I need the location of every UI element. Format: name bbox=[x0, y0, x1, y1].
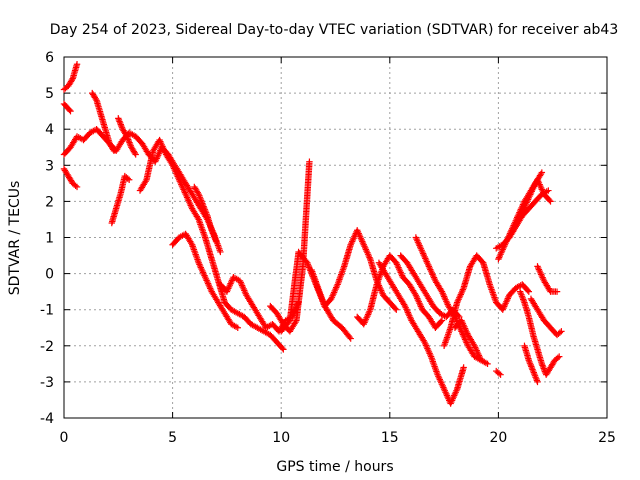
data-trail bbox=[170, 231, 240, 330]
axis-ticks: 0 5 10 15 20 25 -4 -3 -2 -1 0 1 2 3 4 5 6 bbox=[40, 50, 616, 446]
data-trail bbox=[309, 228, 399, 312]
satellite-track-2 bbox=[60, 100, 74, 115]
satellite-track-26 bbox=[534, 263, 561, 295]
data-trail bbox=[494, 369, 503, 377]
satellite-track-5 bbox=[89, 89, 118, 155]
satellite-track-24 bbox=[516, 288, 563, 378]
satellite-track-8 bbox=[136, 136, 287, 353]
satellite-track-23 bbox=[506, 169, 546, 241]
satellite-track-19 bbox=[440, 252, 533, 349]
data-trail bbox=[137, 138, 286, 352]
satellite-track-16 bbox=[375, 259, 467, 407]
data-trail bbox=[452, 318, 490, 367]
data-trail bbox=[62, 62, 80, 92]
data-trail bbox=[535, 264, 559, 295]
y-tick-label: 3 bbox=[45, 158, 54, 174]
y-tick-label: 0 bbox=[45, 267, 54, 283]
y-tick-label: -3 bbox=[40, 375, 54, 391]
y-axis-label: SDTVAR / TECUs bbox=[7, 181, 23, 296]
satellite-track-27 bbox=[521, 342, 541, 386]
y-tick-label: -4 bbox=[40, 411, 54, 427]
grid bbox=[64, 57, 607, 418]
data-trail bbox=[115, 116, 138, 157]
y-tick-label: 5 bbox=[45, 86, 54, 102]
data-trail bbox=[355, 253, 444, 330]
data-trail bbox=[61, 101, 73, 114]
satellite-track-25 bbox=[527, 295, 565, 339]
satellite-track-3 bbox=[60, 165, 81, 191]
y-tick-label: -1 bbox=[40, 303, 54, 319]
x-tick-label: 15 bbox=[381, 430, 399, 446]
x-tick-label: 20 bbox=[489, 430, 507, 446]
data-trail bbox=[413, 235, 483, 363]
x-tick-label: 25 bbox=[598, 430, 616, 446]
data-trail bbox=[109, 174, 131, 225]
data-trail bbox=[192, 185, 219, 243]
satellite-track-10 bbox=[191, 183, 220, 245]
satellite-track-9 bbox=[169, 230, 241, 331]
satellite-track-28 bbox=[493, 367, 504, 378]
data-trail bbox=[376, 261, 467, 406]
data-trail bbox=[517, 290, 561, 377]
chart-title: Day 254 of 2023, Sidereal Day-to-day VTE… bbox=[50, 22, 619, 38]
data-trail bbox=[61, 167, 79, 189]
satellite-track-14 bbox=[308, 227, 400, 313]
satellite-track-7 bbox=[115, 115, 139, 158]
data-trail bbox=[441, 253, 531, 348]
data-trail bbox=[507, 170, 545, 240]
satellite-track-20 bbox=[451, 317, 491, 368]
y-tick-label: 2 bbox=[45, 194, 54, 210]
x-tick-label: 10 bbox=[272, 430, 290, 446]
y-tick-label: -2 bbox=[40, 339, 54, 355]
y-tick-label: 4 bbox=[45, 122, 54, 138]
data-points bbox=[60, 61, 565, 407]
data-point bbox=[212, 237, 220, 245]
satellite-track-6 bbox=[108, 172, 133, 227]
x-tick-label: 0 bbox=[60, 430, 69, 446]
data-trail bbox=[528, 297, 564, 337]
data-trail bbox=[89, 91, 117, 153]
y-tick-label: 1 bbox=[45, 231, 54, 247]
satellite-track-1 bbox=[60, 61, 81, 93]
x-tick-label: 5 bbox=[168, 430, 177, 446]
x-axis-label: GPS time / hours bbox=[276, 459, 393, 475]
data-trail bbox=[521, 344, 541, 384]
y-tick-label: 6 bbox=[45, 50, 54, 66]
